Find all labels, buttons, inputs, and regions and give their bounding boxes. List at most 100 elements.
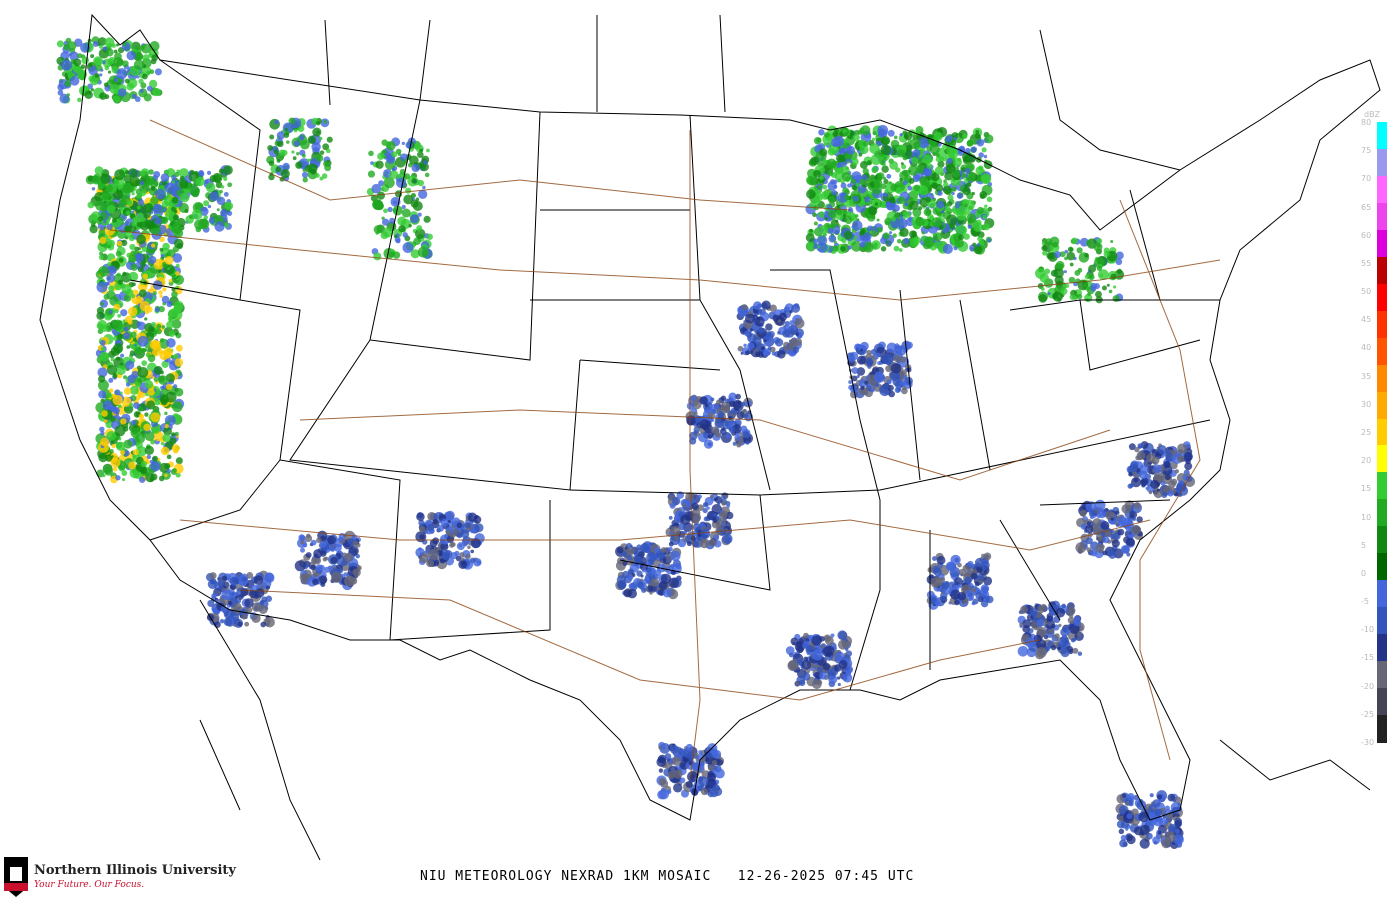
radar-echo xyxy=(701,538,707,544)
radar-echo xyxy=(1128,472,1133,477)
radar-echo xyxy=(1148,490,1153,495)
colorbar-label: 25 xyxy=(1361,428,1372,437)
radar-echo xyxy=(806,189,816,199)
radar-echo xyxy=(108,285,115,292)
radar-echo xyxy=(827,147,836,156)
radar-echo xyxy=(882,232,890,240)
radar-echo xyxy=(464,522,471,529)
radar-echo xyxy=(1061,634,1067,639)
radar-echo xyxy=(744,313,755,324)
radar-echo xyxy=(1083,282,1088,288)
radar-echo xyxy=(813,169,821,178)
radar-echo xyxy=(774,338,784,347)
radar-echo xyxy=(161,325,166,329)
colorbar-band xyxy=(1377,337,1387,366)
radar-echo xyxy=(411,178,417,184)
radar-echo xyxy=(89,225,98,234)
radar-echo xyxy=(126,82,135,91)
radar-echo xyxy=(897,196,906,205)
radar-echo xyxy=(863,140,869,147)
radar-echo xyxy=(100,437,110,447)
radar-echo xyxy=(100,324,108,333)
radar-echo xyxy=(626,555,633,561)
colorbar-label: -10 xyxy=(1361,625,1375,635)
radar-echo xyxy=(403,194,414,205)
radar-echo xyxy=(246,572,254,579)
radar-echo xyxy=(933,567,942,577)
radar-echo xyxy=(707,434,713,439)
radar-echo xyxy=(106,204,116,214)
radar-echo xyxy=(265,585,271,590)
radar-echo xyxy=(852,220,863,231)
radar-echo xyxy=(331,571,343,583)
radar-echo xyxy=(217,580,225,588)
radar-echo xyxy=(876,172,885,180)
radar-echo xyxy=(179,175,185,182)
colorbar-band xyxy=(1377,256,1387,285)
radar-echo xyxy=(89,76,99,86)
radar-echo xyxy=(964,576,972,584)
radar-echo xyxy=(118,78,124,84)
radar-echo xyxy=(1048,628,1054,634)
radar-echo xyxy=(1099,273,1104,278)
radar-echo xyxy=(114,389,121,396)
radar-echo xyxy=(984,134,994,144)
radar-echo xyxy=(284,127,288,132)
radar-echo xyxy=(860,125,871,136)
radar-echo xyxy=(818,211,825,218)
radar-echo xyxy=(136,222,142,228)
radar-echo xyxy=(244,598,254,608)
radar-echo xyxy=(191,209,203,220)
radar-echo xyxy=(623,589,632,598)
radar-echo xyxy=(702,507,708,514)
radar-echo xyxy=(302,177,308,183)
radar-echo xyxy=(123,439,133,449)
radar-echo xyxy=(669,502,676,509)
radar-echo xyxy=(1172,799,1176,803)
radar-echo xyxy=(77,97,82,103)
radar-echo xyxy=(77,53,83,59)
radar-echo xyxy=(984,204,988,208)
radar-echo xyxy=(724,422,729,427)
radar-echo xyxy=(66,93,70,97)
radar-echo xyxy=(827,227,834,234)
radar-echo xyxy=(881,165,889,173)
radar-echo xyxy=(1038,606,1042,610)
radar-echo xyxy=(743,343,747,348)
radar-echo xyxy=(99,351,110,362)
radar-echo xyxy=(1146,453,1156,463)
radar-echo xyxy=(931,204,935,208)
radar-echo xyxy=(740,401,746,407)
radar-echo xyxy=(818,129,825,136)
radar-echo xyxy=(323,119,328,124)
radar-echo xyxy=(113,56,124,68)
radar-echo xyxy=(209,572,217,580)
radar-echo xyxy=(73,58,82,67)
reflectivity-colorbar: dBZ 80 75 70 65 60 55 50 45 40 35 30 25 20 15 10 5 0 -5 -10… xyxy=(1360,110,1390,758)
radar-echo xyxy=(820,644,825,649)
radar-echo xyxy=(1137,443,1143,449)
radar-echo xyxy=(1038,294,1048,303)
radar-echo xyxy=(133,402,140,409)
radar-echo xyxy=(806,175,817,186)
radar-echo xyxy=(901,164,907,170)
radar-echo xyxy=(1085,524,1094,534)
radar-echo xyxy=(108,75,119,85)
radar-echo xyxy=(777,330,781,335)
radar-echo xyxy=(877,361,881,366)
radar-echo xyxy=(120,309,128,317)
radar-echo xyxy=(877,124,889,136)
radar-echo xyxy=(164,411,168,415)
radar-echo xyxy=(265,595,273,602)
radar-echo xyxy=(99,236,107,245)
radar-echo xyxy=(174,387,184,397)
radar-echo xyxy=(94,191,104,202)
colorbar-band xyxy=(1377,607,1387,636)
radar-echo xyxy=(158,305,165,313)
radar-echo xyxy=(836,208,843,216)
radar-echo xyxy=(148,255,157,264)
radar-echo xyxy=(144,317,148,321)
radar-echo xyxy=(109,84,120,95)
radar-echo xyxy=(1110,273,1117,280)
radar-echo xyxy=(95,200,106,211)
